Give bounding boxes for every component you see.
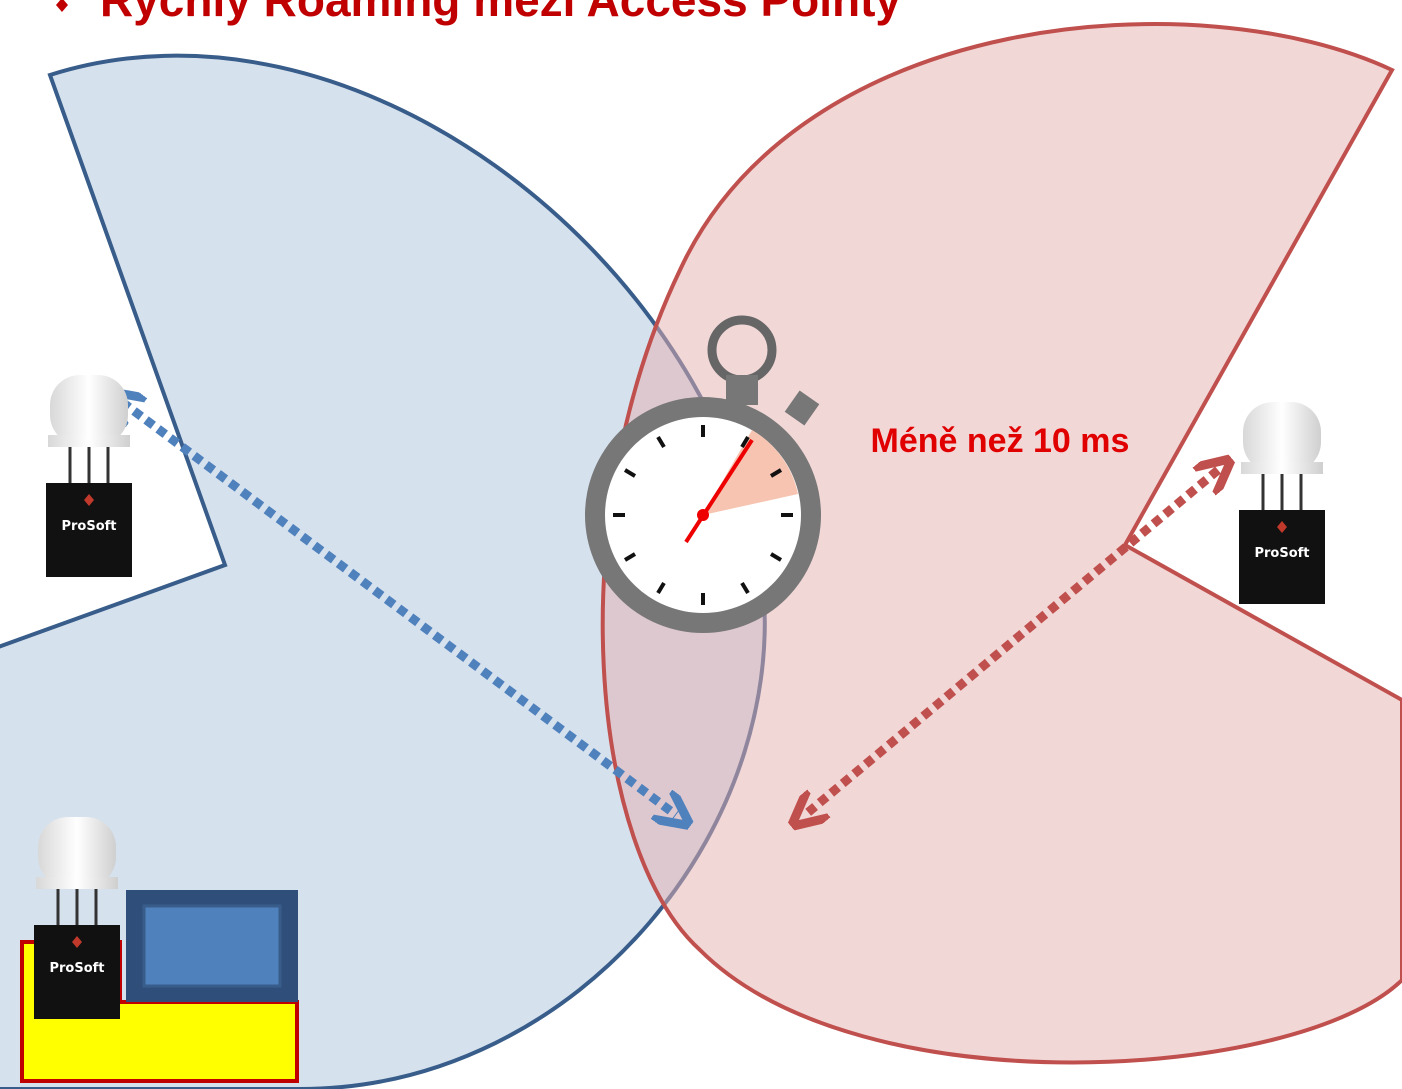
device-label: ProSoft	[61, 519, 116, 534]
callout: Méně než 10 ms	[871, 422, 1130, 460]
screen	[144, 906, 280, 986]
access-point-2: ProSoft	[1239, 402, 1325, 604]
device-label: ProSoft	[49, 961, 104, 976]
device-label: ProSoft	[1254, 546, 1309, 561]
slide: Rychlý Roaming mezi Access Pointy Méně n…	[0, 0, 1402, 1089]
bullet	[56, 0, 68, 12]
header: Rychlý Roaming mezi Access Pointy	[56, 0, 901, 26]
access-point-1: ProSoft	[46, 375, 132, 577]
title: Rychlý Roaming mezi Access Pointy	[100, 0, 901, 26]
